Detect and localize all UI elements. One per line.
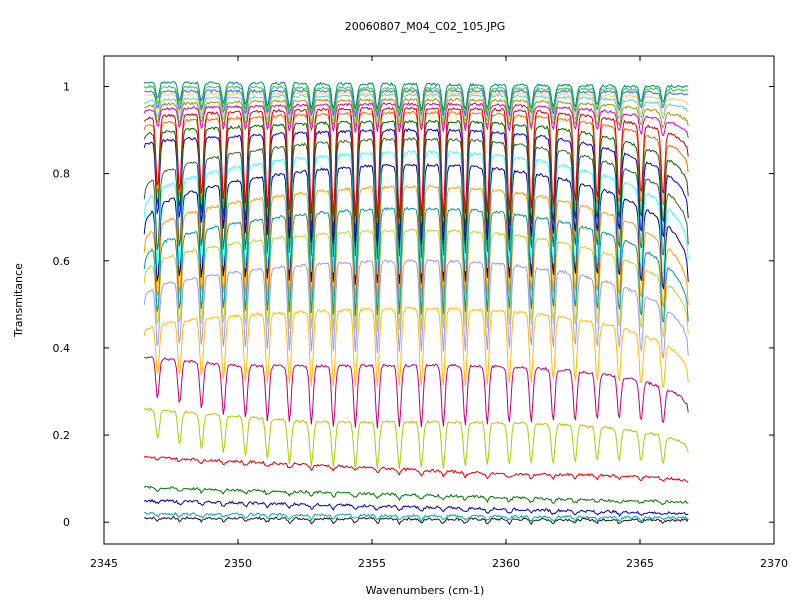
series-line bbox=[143, 163, 689, 290]
series-line bbox=[143, 90, 689, 121]
series-line bbox=[143, 228, 689, 338]
y-axis: 0 0.2 0.4 0.6 0.8 1 bbox=[53, 81, 774, 529]
x-axis-label: Wavenumbers (cm-1) bbox=[366, 584, 485, 597]
x-axis: 2345 2350 2355 2360 2365 2370 bbox=[90, 56, 788, 570]
chart-title: 20060807_M04_C02_105.JPG bbox=[345, 20, 506, 33]
series-line bbox=[143, 110, 689, 225]
plot-frame bbox=[103, 55, 775, 545]
series-line bbox=[144, 88, 689, 118]
series-line bbox=[144, 515, 689, 526]
series-line bbox=[143, 136, 689, 259]
series-line bbox=[143, 128, 689, 248]
series-line bbox=[143, 106, 689, 219]
series-line bbox=[143, 150, 689, 276]
series-line bbox=[143, 306, 689, 389]
y-axis-label: Transmitance bbox=[12, 263, 25, 338]
series-line bbox=[144, 97, 689, 129]
y-tick-label: 0.4 bbox=[53, 342, 71, 355]
y-tick-label: 0.2 bbox=[53, 429, 71, 442]
series-line bbox=[143, 81, 689, 111]
series-line bbox=[143, 258, 689, 360]
series-line bbox=[143, 498, 689, 518]
series-line bbox=[143, 485, 689, 506]
x-tick-label: 2355 bbox=[358, 557, 386, 570]
series-line bbox=[143, 206, 689, 323]
series-group bbox=[143, 81, 689, 526]
x-tick-label: 2345 bbox=[90, 557, 118, 570]
series-line bbox=[144, 511, 689, 523]
series-line bbox=[143, 84, 689, 116]
x-tick-label: 2350 bbox=[224, 557, 252, 570]
x-tick-label: 2370 bbox=[760, 557, 788, 570]
series-line bbox=[143, 455, 689, 484]
series-line bbox=[143, 119, 689, 235]
series-line bbox=[143, 184, 689, 308]
y-tick-label: 0.8 bbox=[53, 168, 71, 181]
series-line bbox=[143, 407, 689, 470]
y-tick-label: 1 bbox=[63, 81, 70, 94]
x-tick-label: 2365 bbox=[626, 557, 654, 570]
x-tick-label: 2360 bbox=[492, 557, 520, 570]
y-tick-label: 0.6 bbox=[53, 255, 71, 268]
y-tick-label: 0 bbox=[63, 516, 70, 529]
series-line bbox=[144, 356, 689, 429]
series-line bbox=[143, 101, 689, 138]
